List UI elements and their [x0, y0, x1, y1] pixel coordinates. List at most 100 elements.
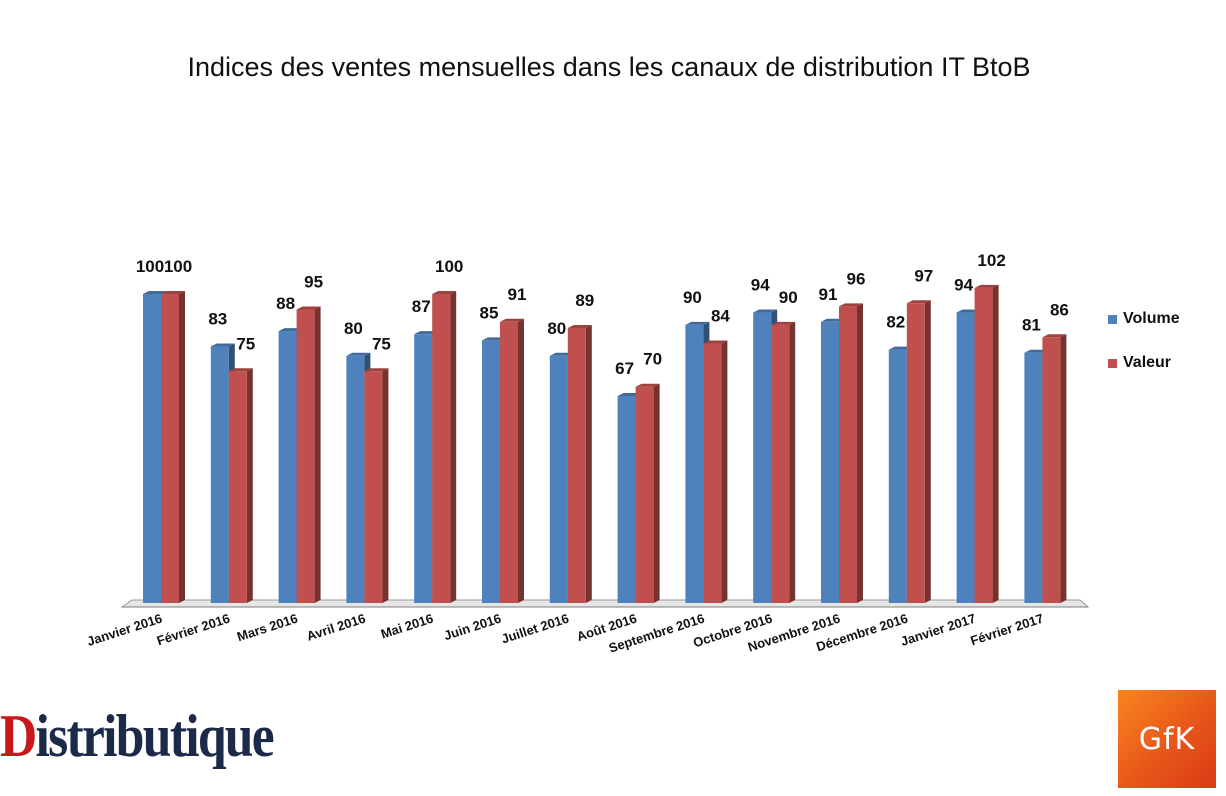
bar-top [567, 324, 592, 328]
bar-top [346, 352, 371, 356]
bar-front [888, 349, 907, 603]
x-tick-label-janvier-2017: Janvier 2017 [899, 611, 978, 649]
bar-side [653, 383, 660, 603]
bar-front [974, 287, 993, 603]
bar-front [549, 355, 568, 603]
bar-top [685, 321, 710, 325]
bar-side [246, 368, 253, 603]
chart-title: Indices des ventes mensuelles dans les c… [187, 52, 1031, 82]
bar-top [771, 321, 796, 325]
bar-valeur-juin-2016 [500, 318, 524, 603]
bar-front [685, 324, 704, 603]
bar-front [346, 355, 365, 603]
bar-top [906, 300, 931, 304]
value-label-volume-octobre-2016: 94 [751, 276, 770, 295]
legend-label-volume: Volume [1123, 310, 1180, 327]
bar-valeur-fevrier-2016 [228, 368, 253, 603]
bar-front [771, 324, 790, 603]
bar-valeur-fevrier-2017 [1042, 334, 1067, 603]
bar-valeur-septembre-2016 [703, 340, 728, 603]
bar-side [992, 284, 999, 603]
value-label-volume-mars-2016: 88 [276, 294, 295, 313]
value-label-volume-mai-2016: 87 [412, 297, 431, 316]
value-label-volume-decembre-2016: 82 [886, 313, 905, 332]
bar-front [278, 331, 297, 603]
bar-top [432, 291, 457, 294]
bar-front [414, 334, 433, 603]
value-label-volume-septembre-2016: 90 [683, 288, 702, 307]
bar-front [839, 306, 857, 603]
legend-swatch-volume [1108, 314, 1117, 324]
x-tick-label-mai-2016: Mai 2016 [379, 611, 435, 642]
legend-item-volume: Volume [1108, 308, 1180, 330]
bar-valeur-juillet-2016 [567, 324, 592, 603]
bar-top [753, 309, 778, 313]
bar-front [1024, 352, 1043, 603]
bar-front [1042, 337, 1061, 603]
bar-side [179, 291, 185, 603]
bar-front [228, 371, 247, 603]
value-label-volume-juillet-2016: 80 [547, 319, 566, 338]
value-label-valeur-janvier-2017: 102 [977, 251, 1005, 270]
x-tick-label-fevrier-2017: Février 2017 [969, 611, 1046, 649]
value-label-valeur-juin-2016: 91 [508, 285, 527, 304]
value-label-valeur-decembre-2016: 97 [914, 266, 933, 285]
bar-top [1042, 334, 1067, 338]
bar-front [821, 321, 839, 603]
value-label-volume-novembre-2016: 91 [819, 285, 838, 304]
x-tick-label-mars-2016: Mars 2016 [235, 611, 299, 645]
bar-side [518, 318, 524, 603]
bar-front [567, 327, 586, 603]
bar-front [432, 294, 451, 603]
chart-floor-plane [120, 599, 1090, 608]
bar-valeur-mai-2016 [432, 291, 457, 603]
bar-top [296, 306, 321, 310]
chart-bars [143, 284, 1067, 603]
legend: Volume Valeur [1108, 308, 1180, 396]
bar-side [585, 324, 592, 603]
bar-side [924, 300, 931, 603]
value-label-volume-fevrier-2016: 83 [208, 310, 227, 329]
value-label-valeur-avril-2016: 75 [372, 334, 391, 353]
bar-front [703, 343, 722, 603]
distributique-logo-d: D [0, 703, 37, 769]
bar-valeur-mars-2016 [296, 306, 321, 603]
value-label-volume-janvier-2017: 94 [954, 276, 973, 295]
bar-top [703, 340, 728, 344]
bar-front [906, 303, 925, 603]
x-tick-label-janvier-2016: Janvier 2016 [85, 611, 164, 649]
value-label-valeur-novembre-2016: 96 [847, 269, 866, 288]
value-label-volume-avril-2016: 80 [344, 319, 363, 338]
bar-top [228, 368, 253, 372]
bar-valeur-janvier-2017 [974, 284, 999, 603]
value-label-valeur-mars-2016: 95 [304, 272, 323, 291]
bar-side [857, 303, 863, 603]
bar-top [500, 318, 524, 322]
value-label-valeur-aout-2016: 70 [643, 350, 662, 369]
value-label-volume-juin-2016: 85 [480, 303, 499, 322]
bar-front [635, 386, 654, 603]
bar-front [617, 395, 636, 603]
x-tick-label-avril-2016: Avril 2016 [305, 611, 368, 644]
bar-side [721, 340, 728, 603]
bar-side [789, 321, 796, 603]
value-label-valeur-octobre-2016: 90 [779, 288, 798, 307]
x-tick-label-fevrier-2016: Février 2016 [155, 611, 232, 649]
bar-valeur-avril-2016 [364, 368, 389, 603]
bar-valeur-janvier-2016 [161, 291, 185, 603]
bar-front [956, 312, 975, 603]
bar-top [635, 383, 660, 387]
bar-valeur-decembre-2016 [906, 300, 931, 603]
x-tick-label-juin-2016: Juin 2016 [442, 611, 503, 644]
value-label-volume-janvier-2016: 100 [136, 257, 164, 276]
bar-valeur-novembre-2016 [839, 303, 863, 603]
bar-top [210, 343, 235, 347]
bar-valeur-octobre-2016 [771, 321, 796, 603]
bar-side [314, 306, 321, 603]
bar-front [210, 346, 229, 603]
legend-label-valeur: Valeur [1123, 354, 1172, 371]
bar-side [450, 291, 457, 603]
bar-front [296, 309, 315, 603]
